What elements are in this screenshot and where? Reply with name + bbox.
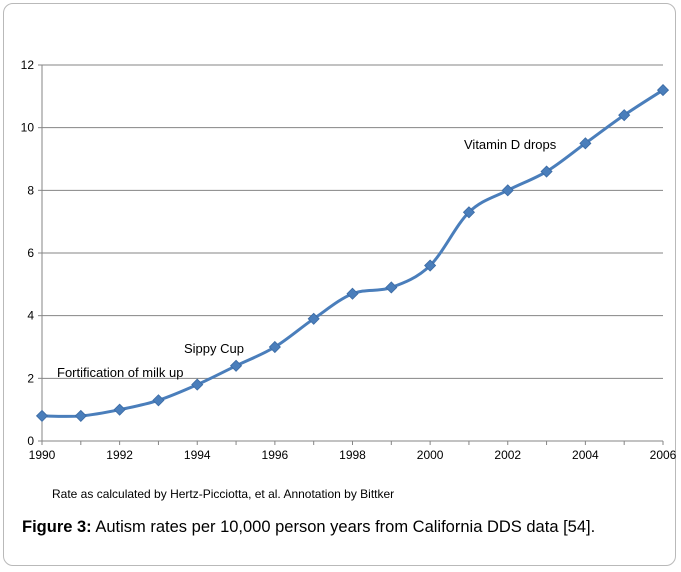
y-tick-label-12: 12 xyxy=(21,58,35,72)
y-tick-label-4: 4 xyxy=(27,309,34,323)
data-point-1991 xyxy=(74,409,87,422)
x-tick-label-1990: 1990 xyxy=(29,448,56,462)
y-tick-labels: 0 2 4 6 8 10 12 xyxy=(21,58,35,448)
gridlines xyxy=(42,64,663,379)
x-tick-labels: 1990 1992 1994 1996 1998 2000 2002 2004 2006 xyxy=(29,448,677,462)
y-tick-label-10: 10 xyxy=(21,121,35,135)
data-point-1999 xyxy=(385,281,398,294)
x-tick-label-2004: 2004 xyxy=(572,448,599,462)
annotation-1: Sippy Cup xyxy=(184,341,244,356)
data-point-1992 xyxy=(113,403,126,416)
data-point-1993 xyxy=(152,394,165,407)
y-tick-label-0: 0 xyxy=(27,434,34,448)
x-tick-label-1994: 1994 xyxy=(184,448,211,462)
x-tick-label-2002: 2002 xyxy=(494,448,521,462)
data-point-2003 xyxy=(540,165,553,178)
data-point-2002 xyxy=(501,184,514,197)
annotation-2: Vitamin D drops xyxy=(464,137,557,152)
annotation-0: Fortification of milk up xyxy=(57,365,183,380)
y-tick-label-6: 6 xyxy=(27,246,34,260)
data-point-1990 xyxy=(35,409,49,422)
figure-frame xyxy=(3,3,676,566)
data-point-1998 xyxy=(346,287,359,300)
line-chart: 0 2 4 6 8 10 12 1990 1992 1994 1996 1998 2000 2002 20… xyxy=(21,58,677,462)
data-point-1995 xyxy=(229,359,243,372)
data-point-2004 xyxy=(579,137,592,150)
caption-label: Figure 3: xyxy=(22,518,92,536)
source-note: Rate as calculated by Hertz-Picciotta, e… xyxy=(52,487,395,501)
figure-caption: Figure 3: Autism rates per 10,000 person… xyxy=(22,518,595,537)
y-tick-label-2: 2 xyxy=(27,371,34,385)
data-point-1997 xyxy=(307,312,320,325)
axes xyxy=(38,64,664,445)
x-tick-label-2006: 2006 xyxy=(650,448,677,462)
y-tick-label-8: 8 xyxy=(27,183,34,197)
data-point-1994 xyxy=(191,378,204,391)
x-tick-label-2000: 2000 xyxy=(417,448,444,462)
data-point-2005 xyxy=(618,109,631,122)
x-tick-label-1996: 1996 xyxy=(262,448,289,462)
data-point-2006 xyxy=(656,84,670,97)
x-tick-label-1992: 1992 xyxy=(106,448,133,462)
caption-text: Autism rates per 10,000 person years fro… xyxy=(91,518,596,536)
data-point-1996 xyxy=(268,340,281,354)
data-point-2000 xyxy=(424,259,437,272)
data-point-2001 xyxy=(462,206,476,219)
x-tick-label-1998: 1998 xyxy=(339,448,366,462)
series-autism-rate xyxy=(35,84,670,422)
